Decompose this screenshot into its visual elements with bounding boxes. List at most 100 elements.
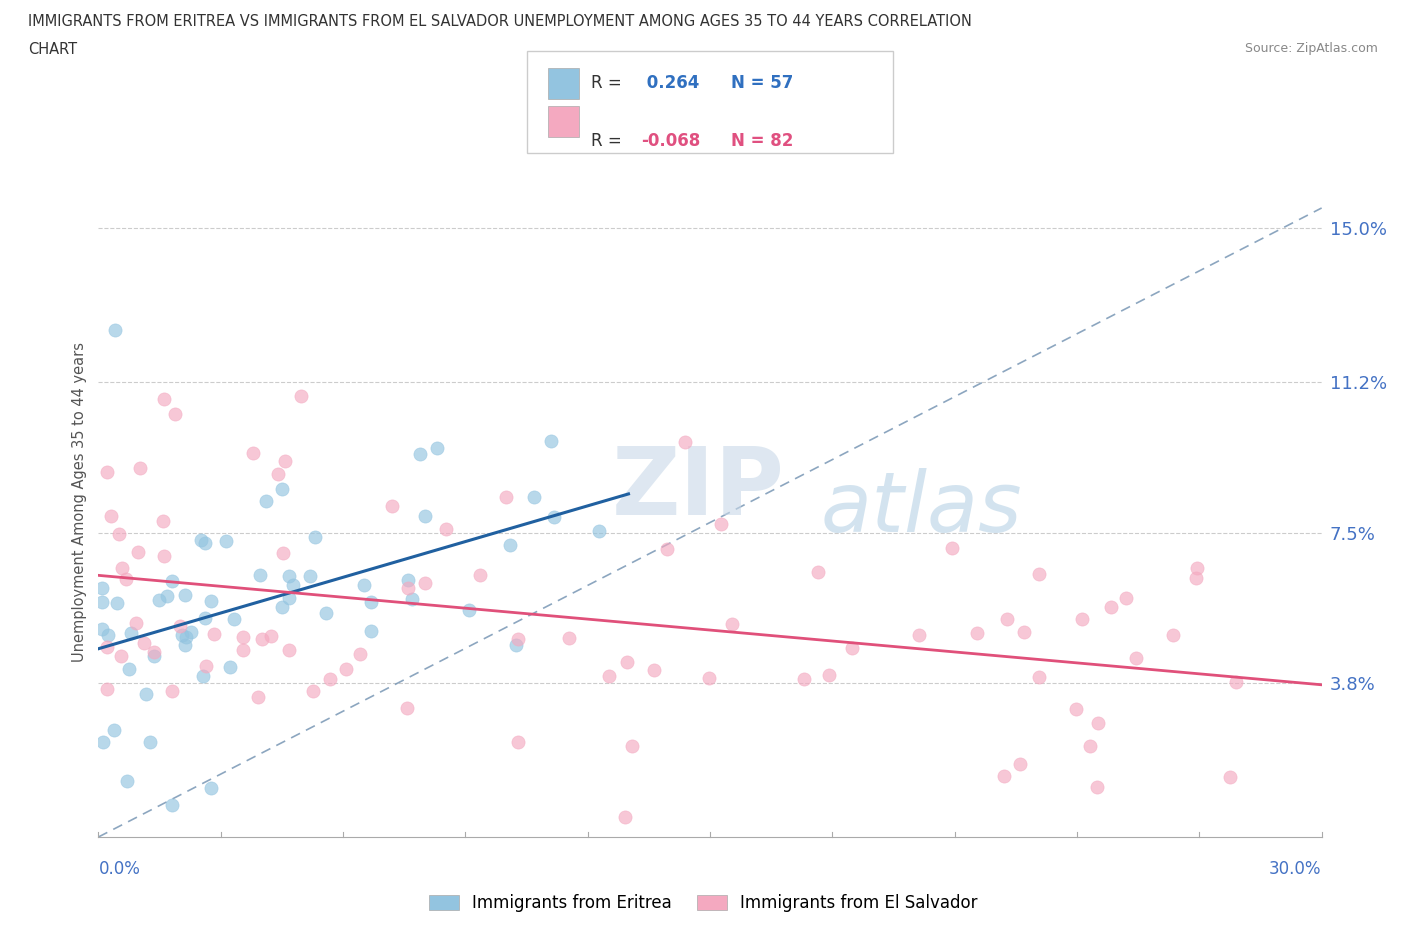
- Point: [232, 643, 254, 658]
- Point: [215, 534, 238, 549]
- Point: [298, 569, 321, 584]
- Point: [117, 774, 139, 789]
- Point: [1085, 779, 1108, 794]
- Point: [793, 671, 815, 686]
- Point: [278, 591, 301, 605]
- Point: [97, 627, 120, 642]
- Point: [129, 460, 152, 475]
- Point: [499, 538, 522, 552]
- Point: [152, 513, 174, 528]
- Point: [1184, 570, 1206, 585]
- Point: [458, 603, 481, 618]
- Text: ZIP: ZIP: [612, 443, 785, 535]
- Point: [426, 441, 449, 456]
- Point: [941, 541, 963, 556]
- Point: [162, 574, 184, 589]
- Point: [508, 735, 530, 750]
- Point: [841, 641, 863, 656]
- Point: [360, 594, 382, 609]
- Point: [673, 435, 696, 450]
- Point: [142, 644, 165, 659]
- Point: [360, 624, 382, 639]
- Point: [96, 682, 118, 697]
- Point: [103, 722, 125, 737]
- Point: [108, 526, 131, 541]
- Point: [409, 446, 432, 461]
- Point: [283, 578, 305, 592]
- Point: [278, 643, 301, 658]
- Point: [232, 630, 254, 644]
- Point: [222, 611, 245, 626]
- Point: [195, 659, 218, 674]
- Point: [96, 464, 118, 479]
- Point: [273, 453, 295, 468]
- Point: [304, 530, 326, 545]
- Text: CHART: CHART: [28, 42, 77, 57]
- Point: [91, 595, 114, 610]
- Point: [91, 621, 114, 636]
- Point: [655, 541, 678, 556]
- Point: [148, 592, 170, 607]
- Point: [1071, 611, 1094, 626]
- Point: [105, 596, 128, 611]
- Point: [202, 627, 225, 642]
- Point: [1125, 650, 1147, 665]
- Point: [1225, 674, 1247, 689]
- Point: [396, 581, 419, 596]
- Point: [558, 631, 581, 645]
- Point: [142, 649, 165, 664]
- Point: [335, 661, 357, 676]
- Point: [434, 522, 457, 537]
- Point: [249, 567, 271, 582]
- Point: [260, 629, 283, 644]
- Point: [396, 701, 419, 716]
- Point: [174, 630, 197, 644]
- Point: [91, 581, 114, 596]
- Point: [301, 684, 323, 698]
- Point: [1115, 591, 1137, 605]
- Text: -0.068: -0.068: [641, 132, 700, 150]
- Text: R =: R =: [591, 132, 627, 150]
- Point: [169, 618, 191, 633]
- Point: [118, 661, 141, 676]
- Point: [396, 573, 419, 588]
- Point: [540, 433, 562, 448]
- Point: [401, 591, 423, 606]
- Text: N = 57: N = 57: [731, 74, 793, 92]
- Point: [620, 738, 643, 753]
- Point: [96, 640, 118, 655]
- Point: [194, 536, 217, 551]
- Point: [1028, 670, 1050, 684]
- Text: atlas: atlas: [820, 469, 1022, 550]
- Point: [91, 734, 114, 749]
- Point: [134, 635, 156, 650]
- Point: [353, 578, 375, 592]
- Point: [995, 612, 1018, 627]
- Point: [110, 648, 132, 663]
- Point: [163, 406, 186, 421]
- Point: [523, 490, 546, 505]
- Point: [180, 624, 202, 639]
- Point: [495, 489, 517, 504]
- Point: [710, 517, 733, 532]
- Point: [616, 655, 638, 670]
- Point: [1218, 770, 1240, 785]
- Point: [200, 594, 222, 609]
- Point: [413, 576, 436, 591]
- Text: N = 82: N = 82: [731, 132, 793, 150]
- Point: [173, 638, 195, 653]
- Point: [318, 672, 340, 687]
- Point: [817, 668, 839, 683]
- Point: [1099, 599, 1122, 614]
- Point: [588, 524, 610, 538]
- Point: [598, 669, 620, 684]
- Point: [267, 467, 290, 482]
- Point: [104, 323, 127, 338]
- Point: [125, 616, 148, 631]
- Point: [543, 510, 565, 525]
- Point: [807, 565, 830, 579]
- Text: 0.264: 0.264: [641, 74, 700, 92]
- Point: [114, 571, 136, 586]
- Point: [1087, 715, 1109, 730]
- Text: 0.0%: 0.0%: [98, 860, 141, 878]
